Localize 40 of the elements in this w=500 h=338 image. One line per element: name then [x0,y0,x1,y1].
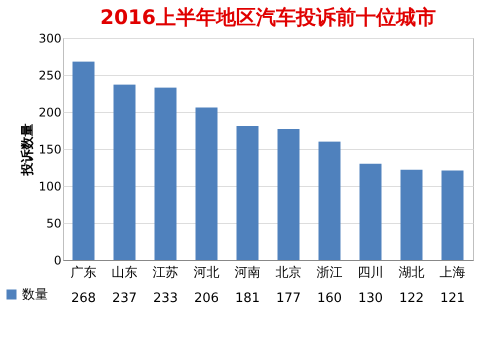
data-label: 121 [440,291,465,306]
data-label: 130 [358,291,383,306]
x-tick-label: 广东 [70,266,96,280]
y-tick-label: 100 [38,180,62,194]
bar [318,142,340,260]
bar [196,108,218,260]
bar [442,170,464,260]
x-tick-label: 山东 [112,266,138,280]
x-tick-label: 河北 [194,266,220,280]
y-tick-label: 150 [38,142,62,156]
x-tick-label: 上海 [440,266,466,280]
data-label: 233 [153,291,178,306]
x-tick-label: 湖北 [398,266,424,280]
x-tick-label: 河南 [234,266,260,280]
bar [400,170,422,260]
bar [236,126,258,260]
y-tick-label: 0 [54,254,62,268]
y-tick-label: 250 [38,68,62,82]
y-tick-label: 200 [38,106,62,120]
data-label: 177 [276,291,301,306]
y-tick-label: 300 [38,32,62,46]
chart-title: 2016上半年地区汽车投诉前十位城市 [100,5,436,29]
bar [360,164,382,260]
data-label: 206 [194,291,219,306]
x-tick-label: 浙江 [316,266,342,280]
bar [154,88,176,260]
bar [278,129,300,260]
data-label: 237 [112,291,137,306]
data-label: 268 [71,291,96,306]
bar [114,84,136,260]
data-label: 160 [317,291,342,306]
x-tick-label: 北京 [276,266,302,280]
y-tick-label: 50 [46,216,62,230]
x-tick-label: 四川 [358,266,384,280]
bar [72,62,94,260]
data-label: 122 [399,291,424,306]
data-label: 181 [235,291,260,306]
x-tick-label: 江苏 [152,266,178,280]
y-axis-title: 投诉数量 [20,124,36,176]
legend-label: 数量 [22,288,48,302]
